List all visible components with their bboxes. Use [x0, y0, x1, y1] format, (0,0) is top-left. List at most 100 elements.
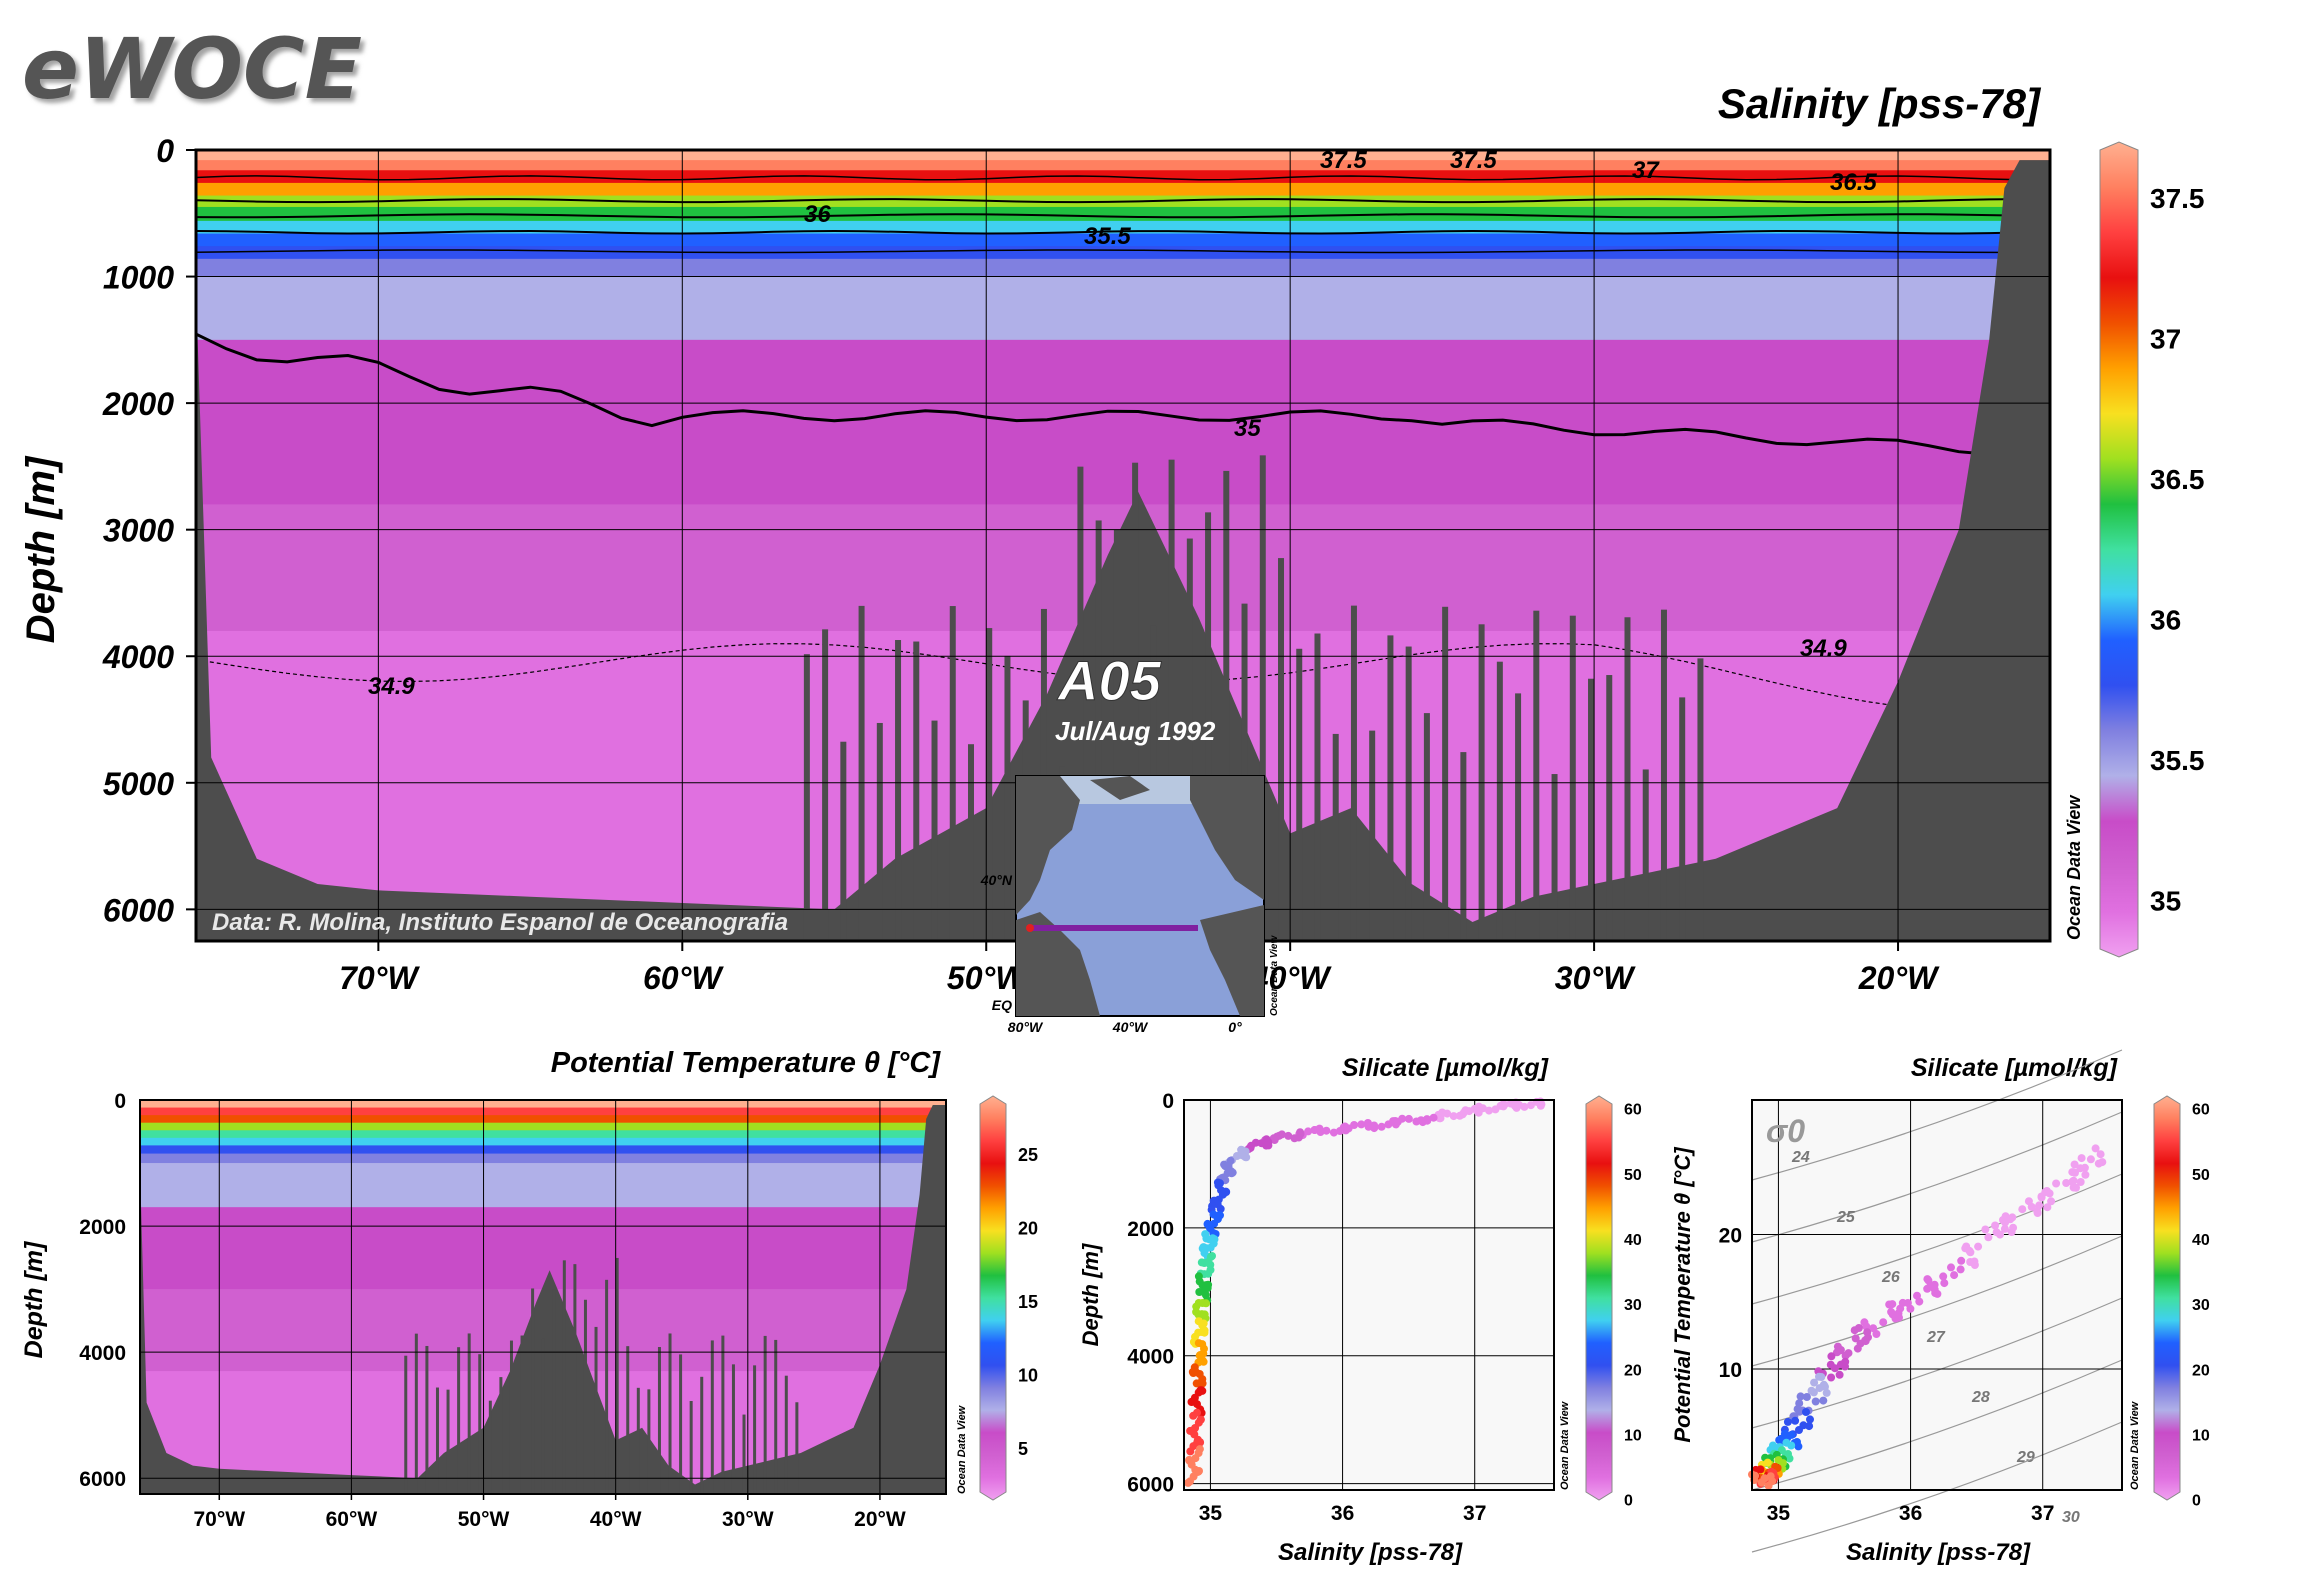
ridge-spike — [1168, 459, 1175, 941]
theta-ridge-spike — [552, 1289, 556, 1494]
data-point — [1284, 1131, 1293, 1140]
data-point — [1822, 1388, 1831, 1397]
x-tick-label: 35 — [1767, 1502, 1791, 1525]
ridge-spike — [858, 605, 865, 941]
data-point — [1835, 1370, 1844, 1379]
theta-ridge-spike — [731, 1364, 735, 1494]
data-point — [2091, 1144, 2100, 1153]
salinity-band — [196, 276, 2050, 341]
data-point — [1310, 1126, 1319, 1134]
scatter2-x-ticks: 35 36 37 — [1767, 1502, 2055, 1525]
ridge-spike — [1660, 609, 1667, 941]
salinity-band — [196, 150, 2050, 162]
salinity-band — [196, 428, 2050, 468]
isopycnal-line — [1751, 1049, 2123, 1181]
theta-band — [140, 1163, 946, 1183]
theta-colorbar: 25 20 15 10 5 — [979, 1095, 1038, 1501]
data-point — [1377, 1122, 1386, 1131]
salinity-band — [196, 258, 2050, 278]
y-tick-label: 5000 — [103, 766, 174, 802]
data-point — [2070, 1160, 2079, 1169]
data-point — [2033, 1207, 2042, 1216]
scatter1-y-axis-label: Depth [m] — [1078, 1243, 1103, 1346]
ridge-spike — [1332, 733, 1339, 941]
theta-ridge-spike — [700, 1376, 704, 1494]
isopycnal-line — [1751, 1111, 2123, 1243]
theta-ridge-spike — [457, 1347, 461, 1494]
colorbar-tick-label: 60 — [1624, 1102, 1642, 1119]
colorbar-tick-label: 20 — [1624, 1362, 1642, 1379]
ridge-spike — [1350, 605, 1357, 941]
data-point — [1817, 1373, 1826, 1381]
theta-ridge-spike — [689, 1401, 693, 1494]
colorbar-ramp — [1585, 1095, 1613, 1501]
theta-ridge-spike — [446, 1389, 450, 1494]
data-point — [1984, 1233, 1993, 1242]
x-tick-label: 60°W — [326, 1508, 378, 1531]
x-tick-label: 60°W — [643, 960, 724, 996]
scatter1-points — [1184, 1097, 1546, 1487]
colorbar-tick-label: 25 — [1018, 1145, 1038, 1165]
data-point — [1526, 1101, 1535, 1110]
x-tick-label: 70°W — [193, 1508, 245, 1531]
ridge-spike — [1423, 713, 1430, 941]
ridge-spike — [840, 741, 847, 941]
contour-label: 36 — [804, 201, 831, 228]
ridge-spike — [1606, 675, 1613, 941]
contour-36.5 — [196, 198, 2050, 204]
data-point — [1449, 1112, 1458, 1121]
ridge-spike — [1515, 693, 1522, 941]
theta-ridge-spike — [626, 1346, 630, 1494]
data-point — [1950, 1271, 1959, 1280]
ridge-spike — [986, 628, 993, 941]
data-point — [1923, 1275, 1932, 1284]
data-point — [2018, 1205, 2027, 1214]
data-point — [1783, 1417, 1792, 1426]
scatter1-x-axis-label: Salinity [pss-78] — [1278, 1539, 1463, 1566]
contour-label: 37.5 — [1320, 147, 1367, 174]
colorbar-tick-label: 60 — [2192, 1102, 2210, 1119]
colorbar-tick-label: 20 — [2192, 1362, 2210, 1379]
colorbar-ramp — [2153, 1095, 2181, 1501]
data-point — [2047, 1197, 2056, 1206]
x-tick-label: 37 — [2031, 1502, 2054, 1525]
ridge-spike — [1040, 608, 1047, 941]
ridge-spike — [1588, 678, 1595, 941]
scatter2-title: Silicate [µmol/kg] — [1911, 1054, 2119, 1082]
data-point — [1769, 1441, 1777, 1450]
data-point — [1784, 1450, 1792, 1458]
theta-bottom-topography — [140, 1105, 946, 1494]
inset-lon-0: 0° — [1228, 1019, 1242, 1035]
theta-title: Potential Temperature θ [°C] — [551, 1047, 942, 1079]
scatter1-frame — [1183, 1099, 1555, 1491]
data-point — [1851, 1334, 1860, 1343]
theta-band — [140, 1145, 946, 1155]
ridge-spike — [1278, 558, 1285, 941]
ridge-spike — [1259, 455, 1266, 941]
data-point — [1872, 1330, 1881, 1338]
data-point — [1763, 1458, 1772, 1467]
ridge-spike — [1442, 606, 1449, 941]
ridge-spike — [803, 654, 810, 941]
theta-band — [140, 1100, 946, 1109]
colorbar-tick-label: 20 — [1018, 1219, 1038, 1239]
ridge-spike — [967, 744, 974, 941]
data-point — [1915, 1297, 1924, 1306]
isopycnal-line — [1751, 1359, 2123, 1491]
theta-ridge-spike — [488, 1400, 492, 1494]
inset-map: 40°N EQ 80°W 40°W 0° Ocean Data View — [980, 775, 1280, 1035]
salinity-band — [196, 206, 2050, 222]
theta-ridge-spike — [795, 1402, 799, 1494]
data-point — [1777, 1446, 1786, 1455]
ridge-spike — [949, 606, 956, 941]
data-point — [1795, 1407, 1804, 1416]
colorbar-tick-label: 10 — [2192, 1427, 2210, 1444]
ridge-spike — [1642, 769, 1649, 941]
colorbar-tick-label: 36 — [2150, 605, 2181, 636]
theta-ridge-spike — [784, 1375, 788, 1494]
x-tick-label: 70°W — [339, 960, 420, 996]
theta-topography — [140, 1105, 946, 1494]
salinity-band — [196, 466, 2050, 506]
inset-lat-eq: EQ — [992, 997, 1012, 1013]
